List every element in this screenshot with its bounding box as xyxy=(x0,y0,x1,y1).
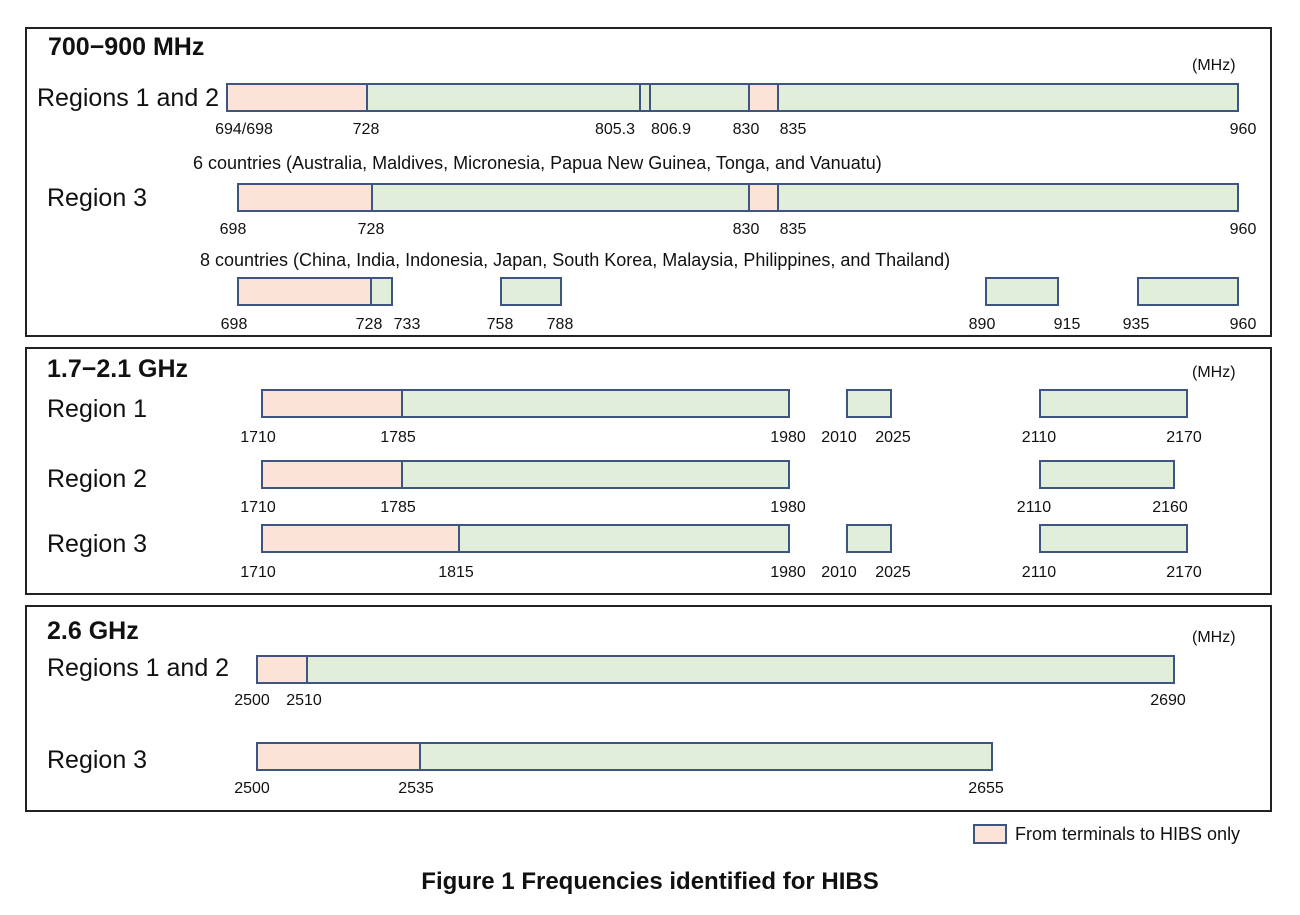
band-segment-2500-2535 xyxy=(256,742,421,771)
tick-label: 733 xyxy=(393,316,421,333)
tick-label: 935 xyxy=(1122,316,1150,333)
band-segment-1710-1815 xyxy=(261,524,460,553)
tick-label: 698 xyxy=(220,316,248,333)
band-segment-2535-2655 xyxy=(419,742,993,771)
panel-title: 700−900 MHz xyxy=(48,33,205,61)
band-segment-1815-1980 xyxy=(458,524,790,553)
tick-label: 2025 xyxy=(875,429,911,446)
band-segment-728-805.3 xyxy=(366,83,641,112)
region-label: Region 3 xyxy=(47,530,148,558)
figure-caption: Figure 1 Frequencies identified for HIBS xyxy=(421,868,879,895)
band-segment-830-835 xyxy=(748,183,779,212)
tick-label: 2655 xyxy=(968,780,1004,797)
tick-label: 728 xyxy=(357,221,385,238)
unit-label: (MHz) xyxy=(1192,364,1236,381)
region-label: Region 3 xyxy=(47,746,148,774)
country-note: 8 countries (China, India, Indonesia, Ja… xyxy=(200,250,951,270)
band-segment-890-915 xyxy=(985,277,1059,306)
region-label: Regions 1 and 2 xyxy=(37,84,220,112)
band-segment-1710-1785 xyxy=(261,389,403,418)
tick-label: 2535 xyxy=(398,780,434,797)
tick-label: 698 xyxy=(219,221,247,238)
band-segment-698-728 xyxy=(237,277,372,306)
tick-label: 2500 xyxy=(234,780,270,797)
tick-label: 728 xyxy=(352,121,380,138)
tick-label: 2010 xyxy=(821,429,857,446)
tick-label: 1980 xyxy=(770,499,806,516)
unit-label: (MHz) xyxy=(1192,57,1236,74)
tick-label: 960 xyxy=(1229,221,1257,238)
band-segment-728-830 xyxy=(371,183,750,212)
tick-label: 830 xyxy=(732,221,760,238)
tick-label: 1710 xyxy=(240,564,276,581)
band-segment-2010-2025 xyxy=(846,524,892,553)
band-segment-1785-1980 xyxy=(401,460,790,489)
tick-label: 1980 xyxy=(770,564,806,581)
tick-label: 1815 xyxy=(438,564,474,581)
band-segment-2010-2025 xyxy=(846,389,892,418)
band-segment-2110-2170 xyxy=(1039,389,1188,418)
tick-label: 1980 xyxy=(770,429,806,446)
tick-label: 1785 xyxy=(380,499,416,516)
tick-label: 890 xyxy=(968,316,996,333)
region-label: Region 2 xyxy=(47,465,148,493)
tick-label: 835 xyxy=(779,221,807,238)
band-segment-935-960 xyxy=(1137,277,1239,306)
tick-label: 2025 xyxy=(875,564,911,581)
band-segment-1710-1785 xyxy=(261,460,403,489)
panel-2600 xyxy=(25,605,1272,812)
tick-label: 2160 xyxy=(1152,499,1188,516)
band-segment-2110-2160 xyxy=(1039,460,1175,489)
tick-label: 1710 xyxy=(240,429,276,446)
tick-label: 835 xyxy=(779,121,807,138)
panel-700-900 xyxy=(25,27,1272,337)
tick-label: 915 xyxy=(1053,316,1081,333)
unit-label: (MHz) xyxy=(1192,629,1236,646)
country-note: 6 countries (Australia, Maldives, Micron… xyxy=(193,153,882,173)
legend-label: From terminals to HIBS only xyxy=(1015,824,1241,844)
band-segment-698-728 xyxy=(237,183,373,212)
region-label: Region 3 xyxy=(47,184,148,212)
tick-label: 960 xyxy=(1229,316,1257,333)
panel-title: 1.7−2.1 GHz xyxy=(47,355,189,383)
tick-label: 2170 xyxy=(1166,429,1202,446)
band-segment-830-835 xyxy=(748,83,779,112)
tick-label: 2110 xyxy=(1021,429,1057,446)
tick-label: 2690 xyxy=(1150,692,1186,709)
tick-label: 758 xyxy=(486,316,514,333)
tick-label: 2170 xyxy=(1166,564,1202,581)
tick-label: 694/698 xyxy=(215,121,273,138)
band-segment-835-960 xyxy=(777,83,1239,112)
tick-label: 2500 xyxy=(234,692,270,709)
band-segment-728-733 xyxy=(370,277,393,306)
band-segment-2500-2510 xyxy=(256,655,308,684)
band-segment-694-698-728 xyxy=(226,83,368,112)
tick-label: 805.3 xyxy=(594,121,636,138)
tick-label: 2510 xyxy=(286,692,322,709)
band-segment-758-788 xyxy=(500,277,562,306)
tick-label: 2110 xyxy=(1016,499,1052,516)
panel-title: 2.6 GHz xyxy=(47,617,139,645)
region-label: Regions 1 and 2 xyxy=(47,654,230,682)
band-segment-806.9-830 xyxy=(649,83,750,112)
tick-label: 2110 xyxy=(1021,564,1057,581)
band-segment-1785-1980 xyxy=(401,389,790,418)
tick-label: 1710 xyxy=(240,499,276,516)
region-label: Region 1 xyxy=(47,395,148,423)
legend-swatch xyxy=(973,824,1007,844)
tick-label: 788 xyxy=(546,316,574,333)
tick-label: 2010 xyxy=(821,564,857,581)
tick-label: 960 xyxy=(1229,121,1257,138)
band-segment-2110-2170 xyxy=(1039,524,1188,553)
tick-label: 728 xyxy=(355,316,383,333)
tick-label: 806.9 xyxy=(650,121,692,138)
band-segment-2510-2690 xyxy=(306,655,1175,684)
tick-label: 1785 xyxy=(380,429,416,446)
tick-label: 830 xyxy=(732,121,760,138)
band-segment-835-960 xyxy=(777,183,1239,212)
